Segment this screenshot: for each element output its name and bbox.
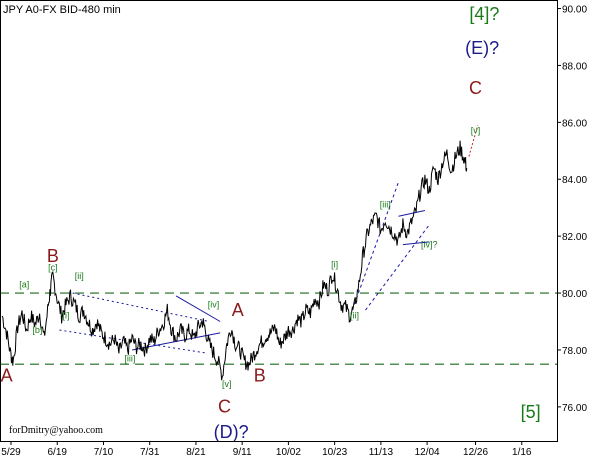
wave-label-6: C	[469, 78, 482, 98]
credit-text: forDmitry@yahoo.com	[9, 425, 103, 436]
plot-frame	[0, 0, 558, 442]
x-tick-label-6: 10/02	[276, 447, 301, 458]
y-tick-label-7: 90.00	[562, 5, 587, 16]
plot-area: A B A B C (D)? C (E)? [4]? [5] [a] [c] [b] [ii] [i] [ii…	[0, 4, 557, 442]
wave-label-4: C	[218, 397, 231, 417]
x-tick-label-3: 7/31	[140, 447, 160, 458]
wave-label-17: [v]	[222, 379, 232, 389]
wave-label-5: (D)?	[214, 422, 249, 442]
wave-label-2: A	[232, 300, 244, 320]
x-tick-label-0: 5/29	[1, 447, 21, 458]
y-axis: 76.00 78.00 80.00 82.00 84.00 86.00 88.00 90.00	[557, 5, 587, 414]
wave-label-15: [iii]	[124, 353, 135, 363]
wave-label-9: [5]	[521, 402, 541, 422]
wave-label-20: [iii]	[380, 200, 391, 210]
y-tick-label-1: 78.00	[562, 346, 587, 357]
wave-label-16: [iv]	[208, 299, 220, 309]
wave-label-0: A	[1, 365, 13, 385]
x-tick-label-4: 8/21	[186, 447, 206, 458]
y-tick-label-4: 84.00	[562, 175, 587, 186]
channel-line-8	[468, 125, 479, 157]
x-tick-label-10: 12/26	[463, 447, 488, 458]
y-tick-label-5: 86.00	[562, 118, 587, 129]
wave-label-14: [i]	[63, 311, 70, 321]
wave-label-21: [iv]?	[421, 240, 438, 250]
wave-label-3: B	[254, 365, 266, 385]
x-tick-label-2: 7/10	[94, 447, 114, 458]
wave-label-11: [c]	[48, 262, 58, 272]
x-tick-label-1: 6/19	[48, 447, 68, 458]
wave-label-1: B	[47, 246, 59, 266]
y-tick-label-2: 80.00	[562, 289, 587, 300]
chart-title: JPY A0-FX BID-480 min	[3, 4, 121, 16]
channel-line-4	[351, 181, 399, 311]
channel-line-3	[175, 295, 221, 322]
x-tick-label-11: 1/16	[512, 447, 532, 458]
x-tick-label-8: 11/13	[369, 447, 394, 458]
wave-label-18: [i]	[331, 259, 338, 269]
wave-label-8: [4]?	[469, 4, 499, 24]
y-tick-label-0: 76.00	[562, 403, 587, 414]
x-tick-label-5: 9/11	[233, 447, 252, 458]
x-tick-label-9: 12/04	[415, 447, 440, 458]
x-tick-label-7: 10/23	[322, 447, 347, 458]
wave-label-10: [a]	[19, 279, 29, 289]
channel-line-7	[402, 241, 430, 246]
wave-label-12: [b]	[32, 325, 42, 335]
channel-line-0	[72, 292, 210, 322]
y-tick-label-3: 82.00	[562, 232, 587, 243]
y-tick-label-6: 88.00	[562, 61, 587, 72]
wave-label-22: [v]	[471, 126, 481, 136]
channel-line-6	[398, 210, 426, 217]
wave-label-13: [ii]	[75, 271, 84, 281]
wave-label-19: [ii]	[350, 311, 359, 321]
wave-label-7: (E)?	[465, 38, 499, 58]
price-series-line	[1, 140, 468, 381]
x-axis: 5/29 6/19 7/10 7/31 8/21 9/11 10/02 10/23 11/13 1…	[1, 441, 532, 458]
